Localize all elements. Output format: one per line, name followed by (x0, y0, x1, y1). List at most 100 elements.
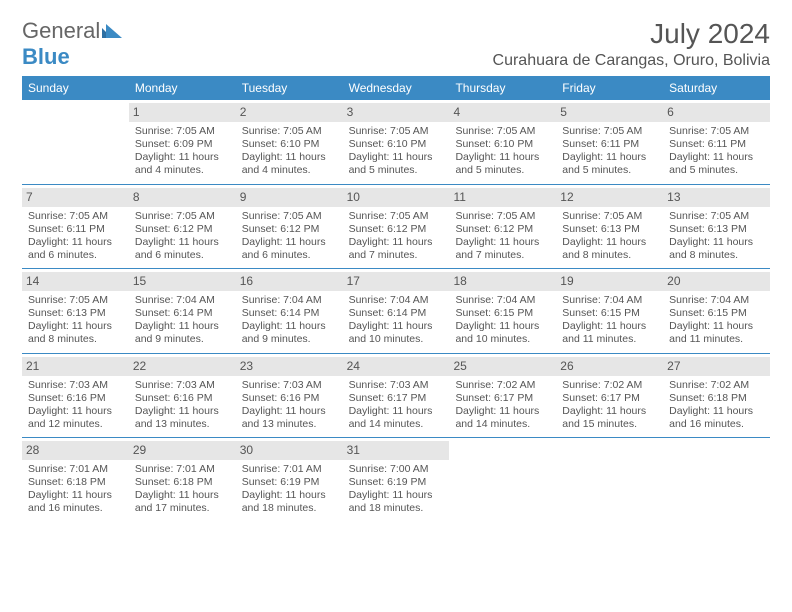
calendar-day-cell (663, 438, 770, 522)
sunset-text: Sunset: 6:11 PM (28, 223, 123, 236)
weekday-header: Wednesday (343, 76, 450, 100)
daylight-text: Daylight: 11 hours and 14 minutes. (349, 405, 444, 431)
day-number: 30 (236, 441, 343, 460)
sunrise-text: Sunrise: 7:05 AM (669, 125, 764, 138)
day-details: Sunrise: 7:05 AMSunset: 6:12 PMDaylight:… (135, 210, 230, 263)
sunrise-text: Sunrise: 7:04 AM (349, 294, 444, 307)
day-number: 14 (22, 272, 129, 291)
day-details: Sunrise: 7:05 AMSunset: 6:13 PMDaylight:… (669, 210, 764, 263)
sunset-text: Sunset: 6:19 PM (242, 476, 337, 489)
day-number: 27 (663, 357, 770, 376)
calendar-day-cell: 24Sunrise: 7:03 AMSunset: 6:17 PMDayligh… (343, 354, 450, 438)
day-details: Sunrise: 7:01 AMSunset: 6:18 PMDaylight:… (135, 463, 230, 516)
sunrise-text: Sunrise: 7:01 AM (242, 463, 337, 476)
sunrise-text: Sunrise: 7:03 AM (242, 379, 337, 392)
calendar-day-cell: 31Sunrise: 7:00 AMSunset: 6:19 PMDayligh… (343, 438, 450, 522)
weekday-header: Thursday (449, 76, 556, 100)
daylight-text: Daylight: 11 hours and 16 minutes. (669, 405, 764, 431)
daylight-text: Daylight: 11 hours and 16 minutes. (28, 489, 123, 515)
day-number: 12 (556, 188, 663, 207)
sunrise-text: Sunrise: 7:05 AM (28, 210, 123, 223)
day-number: 18 (449, 272, 556, 291)
sunset-text: Sunset: 6:15 PM (455, 307, 550, 320)
daylight-text: Daylight: 11 hours and 8 minutes. (669, 236, 764, 262)
calendar-day-cell: 27Sunrise: 7:02 AMSunset: 6:18 PMDayligh… (663, 354, 770, 438)
calendar-day-cell: 16Sunrise: 7:04 AMSunset: 6:14 PMDayligh… (236, 269, 343, 353)
calendar-day-cell: 4Sunrise: 7:05 AMSunset: 6:10 PMDaylight… (449, 100, 556, 184)
calendar-week-row: 21Sunrise: 7:03 AMSunset: 6:16 PMDayligh… (22, 354, 770, 439)
daylight-text: Daylight: 11 hours and 6 minutes. (28, 236, 123, 262)
sunrise-text: Sunrise: 7:05 AM (669, 210, 764, 223)
daylight-text: Daylight: 11 hours and 18 minutes. (349, 489, 444, 515)
sunset-text: Sunset: 6:12 PM (135, 223, 230, 236)
day-number: 29 (129, 441, 236, 460)
sunset-text: Sunset: 6:17 PM (562, 392, 657, 405)
weekday-header: Friday (556, 76, 663, 100)
day-number: 6 (663, 103, 770, 122)
daylight-text: Daylight: 11 hours and 10 minutes. (349, 320, 444, 346)
sunrise-text: Sunrise: 7:03 AM (135, 379, 230, 392)
day-details: Sunrise: 7:03 AMSunset: 6:16 PMDaylight:… (242, 379, 337, 432)
daylight-text: Daylight: 11 hours and 7 minutes. (455, 236, 550, 262)
calendar-day-cell: 11Sunrise: 7:05 AMSunset: 6:12 PMDayligh… (449, 185, 556, 269)
sunset-text: Sunset: 6:13 PM (562, 223, 657, 236)
day-number: 3 (343, 103, 450, 122)
sunset-text: Sunset: 6:14 PM (349, 307, 444, 320)
sunset-text: Sunset: 6:14 PM (135, 307, 230, 320)
sunrise-text: Sunrise: 7:04 AM (455, 294, 550, 307)
sunrise-text: Sunrise: 7:05 AM (562, 210, 657, 223)
weekday-header: Saturday (663, 76, 770, 100)
day-number: 9 (236, 188, 343, 207)
location: Curahuara de Carangas, Oruro, Bolivia (493, 52, 770, 70)
sunset-text: Sunset: 6:13 PM (669, 223, 764, 236)
calendar-day-cell: 1Sunrise: 7:05 AMSunset: 6:09 PMDaylight… (129, 100, 236, 184)
day-details: Sunrise: 7:04 AMSunset: 6:14 PMDaylight:… (242, 294, 337, 347)
day-details: Sunrise: 7:05 AMSunset: 6:12 PMDaylight:… (242, 210, 337, 263)
calendar-day-cell: 2 Sunrise: 7:05 AMSunset: 6:10 PMDaylight… (236, 100, 343, 184)
sunrise-text: Sunrise: 7:04 AM (669, 294, 764, 307)
daylight-text: Daylight: 11 hours and 4 minutes. (135, 151, 230, 177)
day-number: 2 (236, 103, 343, 122)
sunrise-text: Sunrise: 7:05 AM (242, 125, 337, 138)
calendar: Sunday Monday Tuesday Wednesday Thursday… (22, 76, 770, 522)
calendar-week-row: 1Sunrise: 7:05 AMSunset: 6:09 PMDaylight… (22, 100, 770, 185)
day-details: Sunrise: 7:04 AMSunset: 6:14 PMDaylight:… (135, 294, 230, 347)
daylight-text: Daylight: 11 hours and 5 minutes. (455, 151, 550, 177)
sunrise-text: Sunrise: 7:01 AM (135, 463, 230, 476)
daylight-text: Daylight: 11 hours and 13 minutes. (242, 405, 337, 431)
sunrise-text: Sunrise: 7:02 AM (669, 379, 764, 392)
day-details: Sunrise: 7:05 AMSunset: 6:10 PMDaylight:… (349, 125, 444, 178)
sunrise-text: Sunrise: 7:00 AM (349, 463, 444, 476)
day-details: Sunrise: 7:03 AMSunset: 6:16 PMDaylight:… (28, 379, 123, 432)
calendar-day-cell: 10Sunrise: 7:05 AMSunset: 6:12 PMDayligh… (343, 185, 450, 269)
calendar-day-cell: 23Sunrise: 7:03 AMSunset: 6:16 PMDayligh… (236, 354, 343, 438)
day-details: Sunrise: 7:05 AMSunset: 6:11 PMDaylight:… (28, 210, 123, 263)
sunset-text: Sunset: 6:12 PM (455, 223, 550, 236)
sunset-text: Sunset: 6:11 PM (562, 138, 657, 151)
calendar-week-row: 14Sunrise: 7:05 AMSunset: 6:13 PMDayligh… (22, 269, 770, 354)
day-number: 22 (129, 357, 236, 376)
day-number: 26 (556, 357, 663, 376)
day-details: Sunrise: 7:05 AMSunset: 6:10 PMDaylight:… (242, 125, 337, 178)
sunrise-text: Sunrise: 7:05 AM (349, 125, 444, 138)
daylight-text: Daylight: 11 hours and 7 minutes. (349, 236, 444, 262)
day-details: Sunrise: 7:04 AMSunset: 6:14 PMDaylight:… (349, 294, 444, 347)
sunrise-text: Sunrise: 7:05 AM (455, 125, 550, 138)
logo: General Blue (22, 18, 122, 70)
day-details: Sunrise: 7:02 AMSunset: 6:17 PMDaylight:… (562, 379, 657, 432)
daylight-text: Daylight: 11 hours and 4 minutes. (242, 151, 337, 177)
sunrise-text: Sunrise: 7:03 AM (28, 379, 123, 392)
sunset-text: Sunset: 6:18 PM (28, 476, 123, 489)
calendar-day-cell: 12Sunrise: 7:05 AMSunset: 6:13 PMDayligh… (556, 185, 663, 269)
sunset-text: Sunset: 6:16 PM (242, 392, 337, 405)
day-number: 17 (343, 272, 450, 291)
calendar-day-cell: 14Sunrise: 7:05 AMSunset: 6:13 PMDayligh… (22, 269, 129, 353)
sunset-text: Sunset: 6:10 PM (349, 138, 444, 151)
logo-text-general: General (22, 18, 100, 43)
day-number: 20 (663, 272, 770, 291)
day-details: Sunrise: 7:05 AMSunset: 6:09 PMDaylight:… (135, 125, 230, 178)
calendar-day-cell: 21Sunrise: 7:03 AMSunset: 6:16 PMDayligh… (22, 354, 129, 438)
day-details: Sunrise: 7:05 AMSunset: 6:12 PMDaylight:… (349, 210, 444, 263)
calendar-day-cell: 19Sunrise: 7:04 AMSunset: 6:15 PMDayligh… (556, 269, 663, 353)
calendar-week-row: 7Sunrise: 7:05 AMSunset: 6:11 PMDaylight… (22, 185, 770, 270)
